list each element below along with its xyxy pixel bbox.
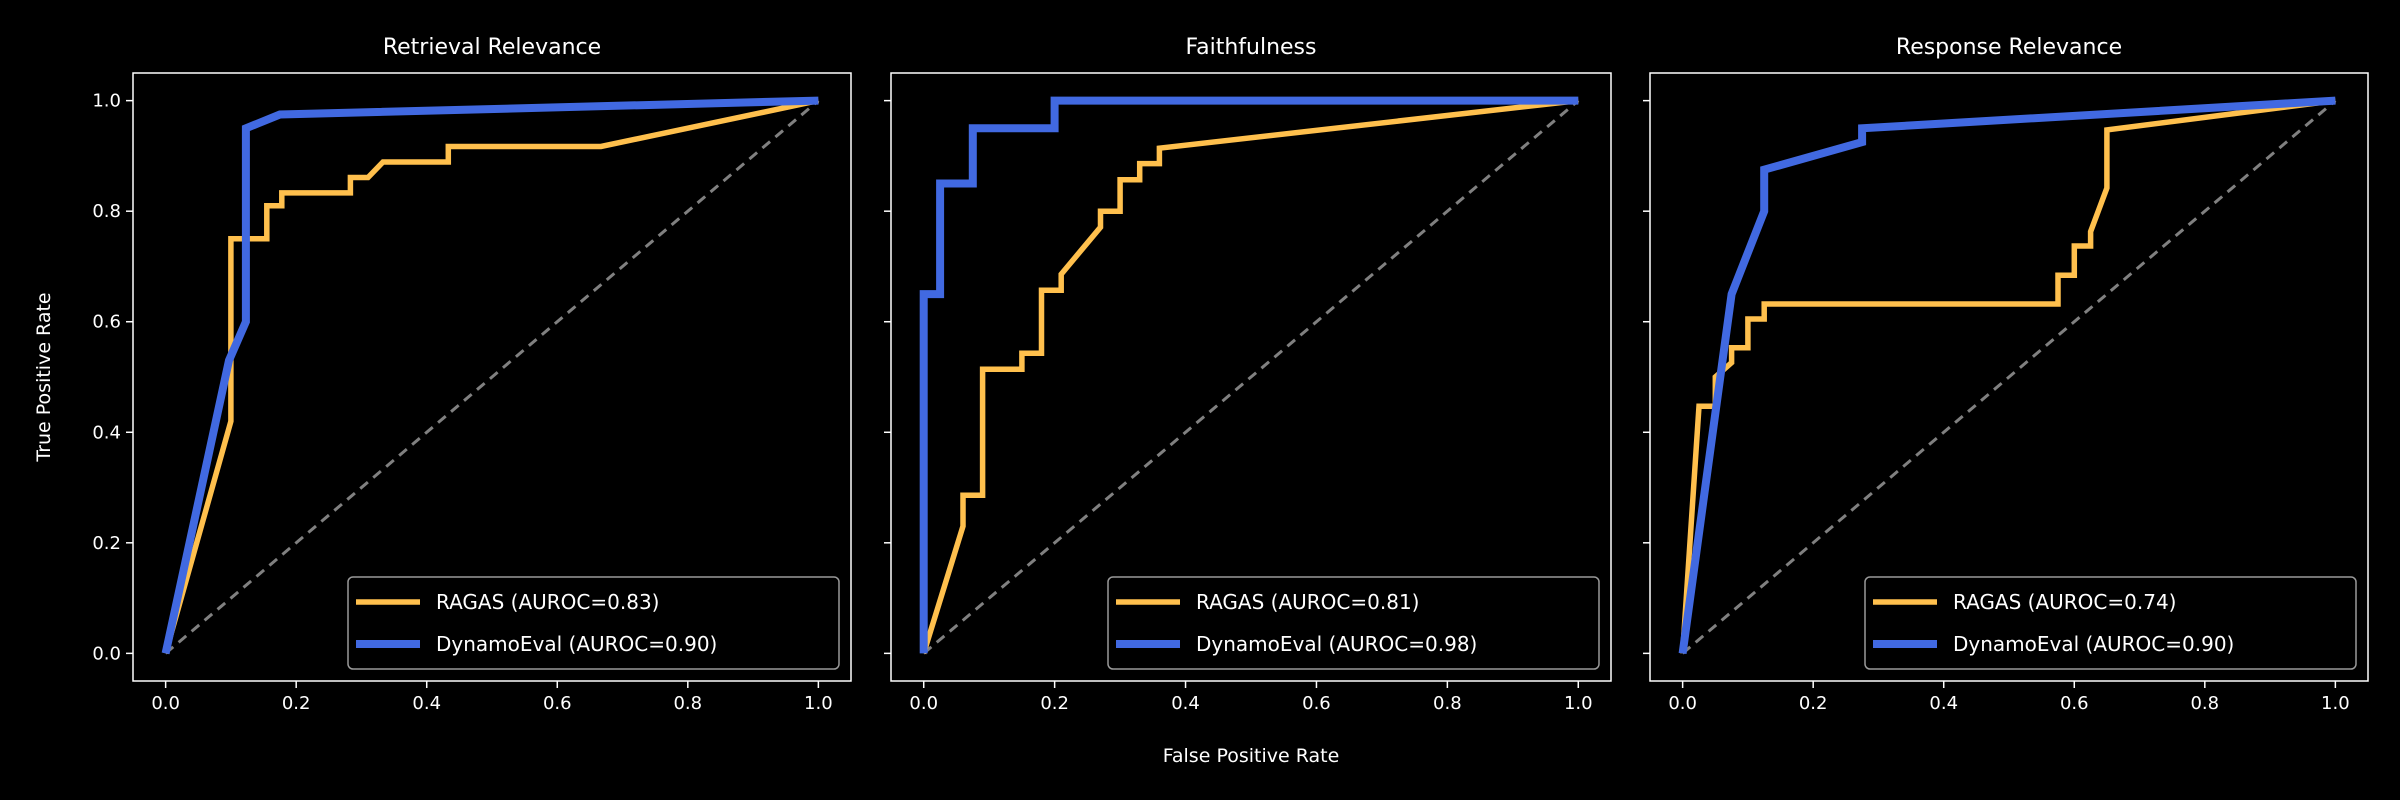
legend-label: RAGAS (AUROC=0.74) [1953, 590, 2176, 614]
panel-2: Faithfulness 0.0 0.2 0.4 0.6 0.8 1.0 False Posi… [884, 35, 1612, 767]
x-tick-label: 0.2 [282, 693, 311, 714]
axes-frame [132, 72, 852, 682]
x-tick-label: 0.4 [412, 693, 441, 714]
legend-box [1107, 576, 1600, 670]
dynamoeval-roc-line [919, 96, 1579, 654]
x-tick-label: 0.6 [543, 693, 572, 714]
x-tick-label: 0.4 [1171, 693, 1200, 714]
x-tick-label: 0.0 [909, 693, 938, 714]
x-tick-label: 0.8 [1433, 693, 1462, 714]
chart-title: Response Relevance [1896, 35, 2122, 60]
chance-diagonal [164, 99, 820, 655]
panel-1: Retrieval Relevance 0.0 0.2 0.4 0.6 0.8 1.0 0.0… [33, 35, 852, 714]
panel-3: Response Relevance 0.0 0.2 0.4 0.6 0.8 1.0 RAGA… [1643, 35, 2369, 714]
legend: RAGAS (AUROC=0.83) DynamoEval (AUROC=0.90… [347, 576, 840, 670]
x-tick-label: 0.4 [1929, 693, 1958, 714]
axes-frame [1649, 72, 2369, 682]
legend-label: DynamoEval (AUROC=0.90) [1953, 632, 2234, 656]
y-axis-label: True Positive Rate [33, 292, 55, 462]
y-tick-label: 0.0 [92, 643, 121, 664]
chance-diagonal [922, 99, 1580, 655]
legend: RAGAS (AUROC=0.81) DynamoEval (AUROC=0.98… [1107, 576, 1600, 670]
x-tick-label: 0.2 [1040, 693, 1069, 714]
legend-box [1864, 576, 2357, 670]
legend: RAGAS (AUROC=0.74) DynamoEval (AUROC=0.90… [1864, 576, 2357, 670]
y-tick-label: 0.2 [92, 533, 121, 554]
x-tick-label: 0.6 [1302, 693, 1331, 714]
y-tick-label: 0.6 [92, 312, 121, 333]
chance-diagonal [1681, 99, 2337, 655]
x-axis-label: False Positive Rate [1163, 745, 1340, 767]
dynamoeval-roc-line [1678, 96, 2336, 654]
x-tick-label: 0.6 [2060, 693, 2089, 714]
x-tick-label: 1.0 [2321, 693, 2350, 714]
chart-title: Retrieval Relevance [383, 35, 601, 60]
legend-box [347, 576, 840, 670]
x-tick-label: 0.0 [151, 693, 180, 714]
x-tick-label: 0.0 [1668, 693, 1697, 714]
axes-frame [890, 72, 1612, 682]
x-tick-label: 0.2 [1799, 693, 1828, 714]
y-tick-label: 0.4 [92, 422, 121, 443]
dynamoeval-roc-line [161, 96, 819, 655]
ragas-roc-line [1679, 97, 2336, 654]
legend-label: RAGAS (AUROC=0.83) [436, 590, 659, 614]
y-tick-label: 0.8 [92, 201, 121, 222]
x-tick-label: 1.0 [1564, 693, 1593, 714]
chart-title: Faithfulness [1185, 35, 1316, 60]
x-tick-label: 0.8 [673, 693, 702, 714]
legend-label: DynamoEval (AUROC=0.98) [1196, 632, 1477, 656]
ragas-roc-line [921, 97, 1579, 655]
legend-label: RAGAS (AUROC=0.81) [1196, 590, 1419, 614]
legend-label: DynamoEval (AUROC=0.90) [436, 632, 717, 656]
x-tick-label: 0.8 [2190, 693, 2219, 714]
x-tick-label: 1.0 [804, 693, 833, 714]
y-tick-label: 1.0 [92, 91, 121, 112]
